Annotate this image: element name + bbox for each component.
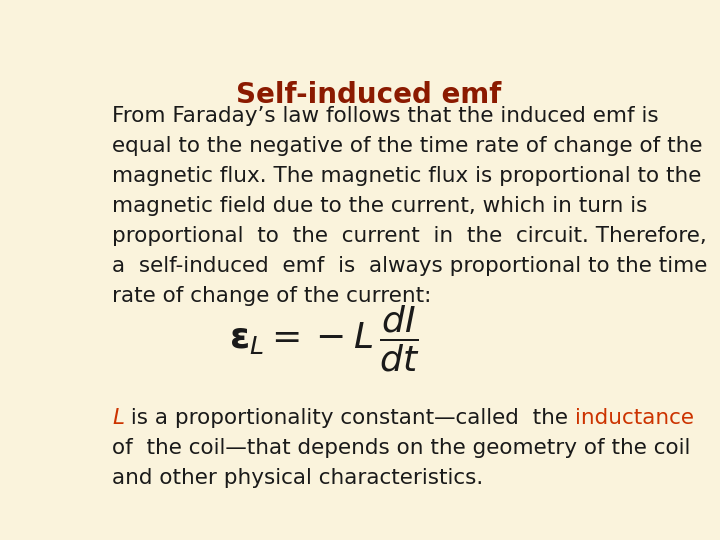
Text: proportional  to  the  current  in  the  circuit. Therefore,: proportional to the current in the circu… [112, 226, 707, 246]
Text: L: L [112, 408, 125, 428]
Text: magnetic field due to the current, which in turn is: magnetic field due to the current, which… [112, 196, 648, 216]
Text: a  self-induced  emf  is  always proportional to the time: a self-induced emf is always proportiona… [112, 256, 708, 276]
Text: is a proportionality constant—called  the: is a proportionality constant—called the [125, 408, 575, 428]
Text: and other physical characteristics.: and other physical characteristics. [112, 468, 484, 488]
Text: magnetic flux. The magnetic flux is proportional to the: magnetic flux. The magnetic flux is prop… [112, 166, 702, 186]
Text: inductance: inductance [575, 408, 694, 428]
Text: equal to the negative of the time rate of change of the: equal to the negative of the time rate o… [112, 136, 703, 156]
Text: Self-induced emf: Self-induced emf [236, 80, 502, 109]
Text: rate of change of the current:: rate of change of the current: [112, 286, 432, 306]
Text: of  the coil—that depends on the geometry of the coil: of the coil—that depends on the geometry… [112, 438, 690, 458]
Text: From Faraday’s law follows that the induced emf is: From Faraday’s law follows that the indu… [112, 106, 659, 126]
Text: $\mathbf{\varepsilon}_L = -L\,\dfrac{dI}{dt}$: $\mathbf{\varepsilon}_L = -L\,\dfrac{dI}… [229, 304, 420, 374]
